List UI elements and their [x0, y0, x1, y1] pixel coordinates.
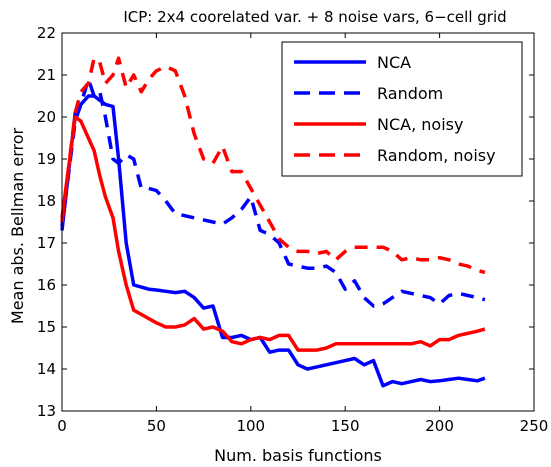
- series-line-random: [60, 77, 486, 308]
- series-line-nca-noisy: [60, 115, 486, 352]
- x-tick-label: 0: [57, 417, 67, 435]
- series-line-random-noisy: [60, 56, 486, 275]
- y-tick-label: 21: [37, 66, 56, 84]
- y-axis-label: Mean abs. Bellman error: [8, 127, 27, 324]
- y-tick-label: 22: [37, 24, 56, 42]
- legend-label-random: Random: [377, 84, 443, 103]
- legend-label-nca: NCA: [377, 53, 411, 72]
- y-tick-label: 20: [37, 108, 56, 126]
- axis-ticks: 0 50 100 150 200 250 13 14 15 16 17 18 19 20 21 22: [37, 24, 548, 435]
- x-tick-label: 150: [331, 417, 360, 435]
- y-tick-label: 18: [37, 192, 56, 210]
- y-tick-label: 16: [37, 276, 56, 294]
- y-tick-label: 14: [37, 360, 56, 378]
- chart-title: ICP: 2x4 coorelated var. + 8 noise vars,…: [123, 8, 506, 26]
- y-tick-label: 19: [37, 150, 56, 168]
- y-tick-label: 13: [37, 402, 56, 420]
- x-tick-label: 50: [147, 417, 166, 435]
- plot-frame: [61, 32, 535, 412]
- x-tick-label: 100: [236, 417, 265, 435]
- x-axis-label: Num. basis functions: [214, 446, 382, 465]
- legend-label-random-noisy: Random, noisy: [377, 146, 496, 165]
- x-tick-label: 250: [520, 417, 549, 435]
- y-tick-label: 17: [37, 234, 56, 252]
- y-tick-label: 15: [37, 318, 56, 336]
- legend-label-nca-noisy: NCA, noisy: [377, 115, 463, 134]
- plot-lines: [60, 56, 486, 388]
- legend: NCA Random NCA, noisy Random, noisy: [281, 41, 523, 177]
- x-tick-label: 200: [425, 417, 454, 435]
